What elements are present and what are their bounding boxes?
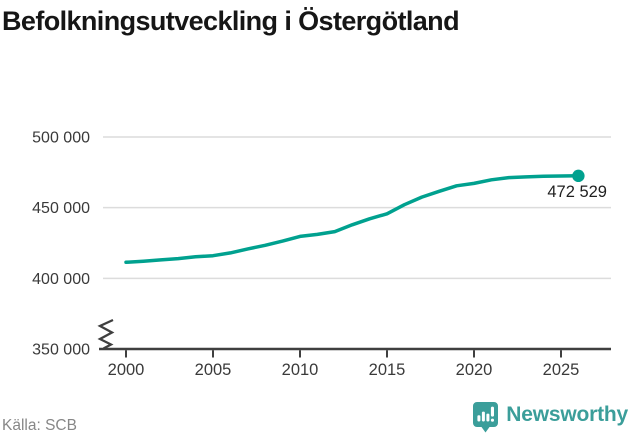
axis-break-icon — [97, 318, 115, 350]
newsworthy-barchart-bubble-icon — [473, 402, 499, 433]
x-tick-label: 2000 — [108, 361, 145, 379]
latest-value-label: 472 529 — [547, 183, 607, 201]
y-tick-label: 350 000 — [32, 342, 90, 359]
population-line — [124, 174, 581, 265]
x-tick-label: 2005 — [195, 361, 232, 379]
x-tick-label: 2015 — [369, 361, 406, 379]
newsworthy-wordmark: Newsworthy — [506, 402, 628, 426]
y-tick-label: 400 000 — [32, 271, 90, 288]
x-tick-label: 2010 — [282, 361, 319, 379]
page-title: Befolkningsutveckling i Östergötland — [2, 6, 460, 36]
newsworthy-logo: Newsworthy — [472, 401, 628, 433]
x-tick-label: 2020 — [456, 361, 493, 379]
latest-value-dot — [572, 169, 585, 183]
source-note: Källa: SCB — [2, 417, 77, 434]
x-tick-label: 2025 — [543, 361, 580, 379]
y-tick-label: 500 000 — [32, 130, 90, 147]
y-tick-label: 450 000 — [32, 200, 90, 217]
